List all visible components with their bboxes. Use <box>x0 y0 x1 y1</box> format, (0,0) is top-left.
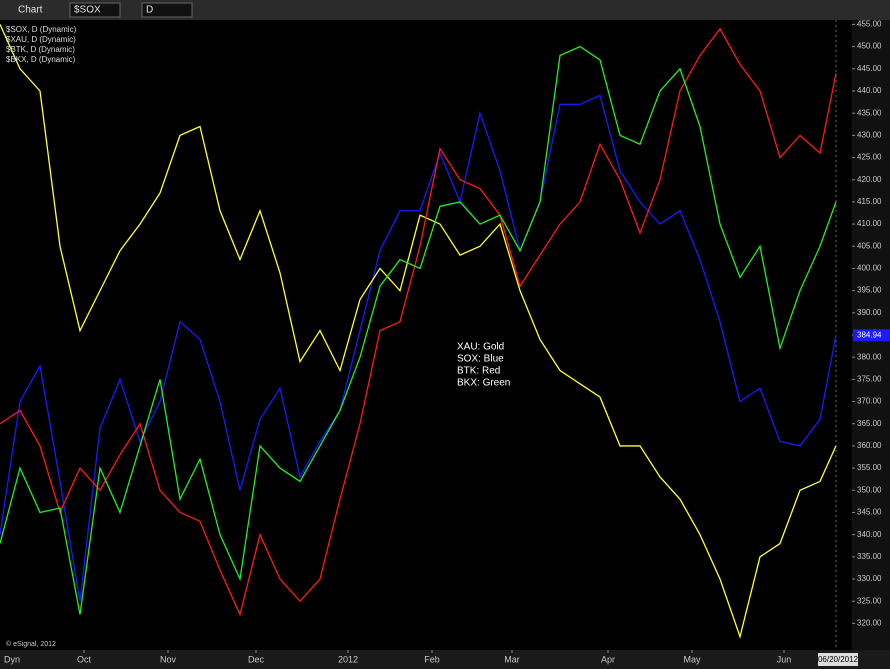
y-tick-label: 365.00 <box>857 419 882 428</box>
y-tick-label: 325.00 <box>857 596 882 605</box>
last-value-label: 384.94 <box>857 330 882 339</box>
y-tick-label: 415.00 <box>857 197 882 206</box>
y-tick-label: 340.00 <box>857 530 882 539</box>
y-tick-label: 440.00 <box>857 86 882 95</box>
legend-entry: $BKX, D (Dynamic) <box>6 55 76 64</box>
y-tick-label: 320.00 <box>857 618 882 627</box>
series-line <box>0 27 837 617</box>
annotation: BTK: Red <box>457 366 500 377</box>
symbol-box[interactable] <box>69 2 121 18</box>
annotation: XAU: Gold <box>457 342 504 353</box>
x-tick-label: Oct <box>77 654 92 664</box>
x-tick-label: Mar <box>504 654 520 664</box>
y-tick-label: 380.00 <box>857 352 882 361</box>
annotation: SOX: Blue <box>457 354 504 365</box>
y-tick-label: 420.00 <box>857 175 882 184</box>
legend-entry: $BTK, D (Dynamic) <box>6 45 75 54</box>
legend-entry: $XAU, D (Dynamic) <box>6 35 76 44</box>
y-tick-label: 355.00 <box>857 463 882 472</box>
copyright: © eSignal, 2012 <box>6 640 56 648</box>
series-line <box>0 94 837 602</box>
series-line <box>0 45 837 615</box>
y-tick-label: 425.00 <box>857 153 882 162</box>
y-tick-label: 335.00 <box>857 552 882 561</box>
y-tick-label: 395.00 <box>857 286 882 295</box>
y-tick-label: 375.00 <box>857 374 882 383</box>
y-tick-label: 405.00 <box>857 241 882 250</box>
last-value-box <box>853 329 890 342</box>
y-tick-label: 360.00 <box>857 441 882 450</box>
y-tick-label: 435.00 <box>857 108 882 117</box>
interval-box[interactable] <box>141 2 193 18</box>
symbol[interactable]: $SOX <box>74 5 101 16</box>
y-tick-label: 350.00 <box>857 485 882 494</box>
y-tick-label: 430.00 <box>857 130 882 139</box>
x-tick-label: Nov <box>160 654 177 664</box>
series-line <box>0 24 837 639</box>
legend-entry: $SOX, D (Dynamic) <box>6 25 77 34</box>
y-tick-label: 330.00 <box>857 574 882 583</box>
y-tick-label: 345.00 <box>857 508 882 517</box>
y-tick-label: 410.00 <box>857 219 882 228</box>
interval[interactable]: D <box>146 5 153 16</box>
date-box <box>818 653 858 666</box>
y-tick-label: 370.00 <box>857 397 882 406</box>
x-tick-label: Dec <box>248 654 265 664</box>
toolbar-title: Chart <box>18 5 43 16</box>
mode[interactable]: Dyn <box>4 654 20 664</box>
x-tick-label: Apr <box>601 654 615 664</box>
x-tick-label: 2012 <box>338 654 358 664</box>
y-tick-label: 455.00 <box>857 20 882 29</box>
x-tick-label: May <box>683 654 701 664</box>
y-tick-label: 450.00 <box>857 42 882 51</box>
y-tick-label: 390.00 <box>857 308 882 317</box>
x-tick-label: Feb <box>424 654 440 664</box>
y-tick-label: 400.00 <box>857 264 882 273</box>
x-axis-panel <box>0 650 890 669</box>
annotation: BKX: Green <box>457 378 510 389</box>
y-tick-label: 445.00 <box>857 64 882 73</box>
toolbar <box>0 0 890 20</box>
x-tick-label: Jun <box>777 654 792 664</box>
x-end-label: 06/20/2012 <box>818 655 859 664</box>
